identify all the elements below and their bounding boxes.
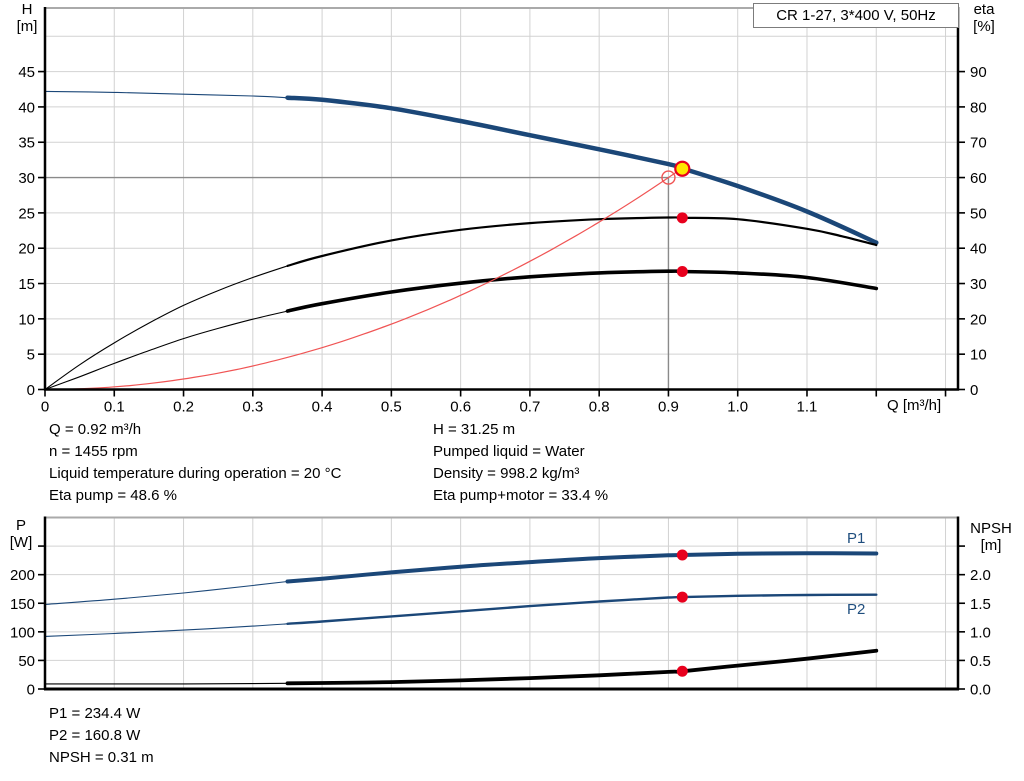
svg-text:80: 80 (970, 99, 987, 116)
npsh-curve (44, 648, 879, 686)
svg-text:35: 35 (18, 135, 35, 152)
p2-curve (44, 593, 878, 637)
svg-text:0.8: 0.8 (589, 399, 610, 416)
info-line-q: Q = 0.92 m³/h (49, 421, 142, 438)
eta-pump-curve (44, 216, 878, 391)
svg-text:0: 0 (970, 382, 978, 399)
info-line-eta-pump-motor: Eta pump+motor = 33.4 % (433, 487, 609, 504)
svg-text:0.1: 0.1 (104, 399, 125, 416)
svg-text:50: 50 (18, 653, 35, 670)
eta-pump-point (676, 212, 688, 224)
svg-text:0.0: 0.0 (970, 682, 991, 699)
power-npsh-chart-ticks: 0 50 100 150 200 0.0 0.5 1.0 1.5 2.0 (10, 545, 991, 699)
svg-text:30: 30 (970, 276, 987, 293)
qh-curve (44, 90, 879, 245)
svg-text:10: 10 (18, 311, 35, 328)
power-info-block: P1 = 234.4 W P2 = 160.8 W NPSH = 0.31 m (49, 703, 154, 769)
duty-info-left: Q = 0.92 m³/h n = 1455 rpm Liquid temper… (49, 419, 341, 507)
svg-text:0.6: 0.6 (450, 399, 471, 416)
svg-text:30: 30 (18, 170, 35, 187)
eta-axis-label: eta [%] (962, 1, 1006, 35)
info-line-npsh: NPSH = 0.31 m (49, 749, 154, 766)
svg-text:0: 0 (27, 382, 35, 399)
info-line-p1: P1 = 234.4 W (49, 705, 141, 722)
info-line-n: n = 1455 rpm (49, 443, 138, 460)
svg-text:90: 90 (970, 64, 987, 81)
svg-text:20: 20 (18, 241, 35, 258)
svg-text:0.9: 0.9 (658, 399, 679, 416)
eta-axis-unit: [%] (973, 18, 995, 35)
operating-point-marker[interactable] (674, 160, 691, 177)
power-npsh-chart-grid (45, 517, 958, 689)
svg-text:0.4: 0.4 (312, 399, 333, 416)
svg-text:1.0: 1.0 (727, 399, 748, 416)
h-axis-label: H [m] (8, 1, 46, 35)
svg-text:60: 60 (970, 170, 987, 187)
svg-text:0.3: 0.3 (242, 399, 263, 416)
svg-text:25: 25 (18, 205, 35, 222)
p2-curve-label: P2 (847, 601, 866, 618)
svg-text:0: 0 (27, 682, 35, 699)
svg-text:70: 70 (970, 135, 987, 152)
p2-point (676, 591, 688, 603)
power-npsh-chart: 0 50 100 150 200 0.0 0.5 1.0 1.5 2.0 (10, 516, 991, 699)
p-axis-symbol: P (15, 517, 26, 534)
svg-text:200: 200 (10, 567, 35, 584)
svg-text:40: 40 (970, 241, 987, 258)
qh-eta-chart-grid (45, 8, 958, 390)
svg-text:0.2: 0.2 (173, 399, 194, 416)
npsh-point (676, 665, 688, 677)
svg-text:0: 0 (41, 399, 49, 416)
eta-pump-motor-point (676, 266, 688, 278)
p1-curve (44, 551, 879, 605)
p1-curve-label: P1 (847, 530, 866, 547)
eta-pump-motor-curve (44, 269, 879, 391)
svg-text:50: 50 (970, 205, 987, 222)
info-line-temperature: Liquid temperature during operation = 20… (49, 465, 342, 482)
info-line-density: Density = 998.2 kg/m³ (433, 465, 580, 482)
svg-text:1.1: 1.1 (797, 399, 818, 416)
qh-eta-chart: 0 5 10 15 20 25 30 35 40 45 0 10 20 30 40 50 60 70 80 90 0 0.… (18, 7, 987, 416)
svg-text:0.5: 0.5 (970, 653, 991, 670)
eta-axis-symbol: eta (973, 1, 995, 18)
info-line-liquid: Pumped liquid = Water (433, 443, 585, 460)
svg-text:15: 15 (18, 276, 35, 293)
duty-point-marker (661, 170, 676, 185)
svg-text:2.0: 2.0 (970, 567, 991, 584)
svg-text:150: 150 (10, 596, 35, 613)
p-axis-label: P [W] (2, 517, 40, 551)
duty-parabola (44, 167, 683, 391)
svg-text:40: 40 (18, 99, 35, 116)
duty-info-right: H = 31.25 m Pumped liquid = Water Densit… (433, 419, 608, 507)
qh-eta-chart-axes (43, 7, 960, 391)
npsh-axis-symbol: NPSH (970, 520, 1012, 537)
svg-text:45: 45 (18, 64, 35, 81)
npsh-axis-label: NPSH [m] (962, 520, 1020, 554)
svg-text:1.0: 1.0 (970, 624, 991, 641)
h-axis-symbol: H (21, 1, 33, 18)
info-line-p2: P2 = 160.8 W (49, 727, 141, 744)
svg-text:0.5: 0.5 (381, 399, 402, 416)
npsh-axis-unit: [m] (980, 537, 1002, 554)
h-axis-unit: [m] (16, 18, 38, 35)
svg-text:5: 5 (27, 347, 35, 364)
p1-point (676, 549, 688, 561)
svg-text:1.5: 1.5 (970, 596, 991, 613)
info-line-h: H = 31.25 m (433, 421, 516, 438)
duty-crosshair (45, 176, 670, 390)
svg-text:10: 10 (970, 347, 987, 364)
pump-title-box: CR 1-27, 3*400 V, 50Hz (753, 3, 959, 28)
q-axis-label: Q [m³/h] (887, 397, 942, 414)
svg-text:0.7: 0.7 (519, 399, 540, 416)
p-axis-unit: [W] (9, 534, 33, 551)
svg-text:20: 20 (970, 311, 987, 328)
qh-eta-chart-ticks: 0 5 10 15 20 25 30 35 40 45 0 10 20 30 40 50 60 70 80 90 0 0.… (18, 64, 986, 415)
svg-text:100: 100 (10, 624, 35, 641)
info-line-eta-pump: Eta pump = 48.6 % (49, 487, 177, 504)
